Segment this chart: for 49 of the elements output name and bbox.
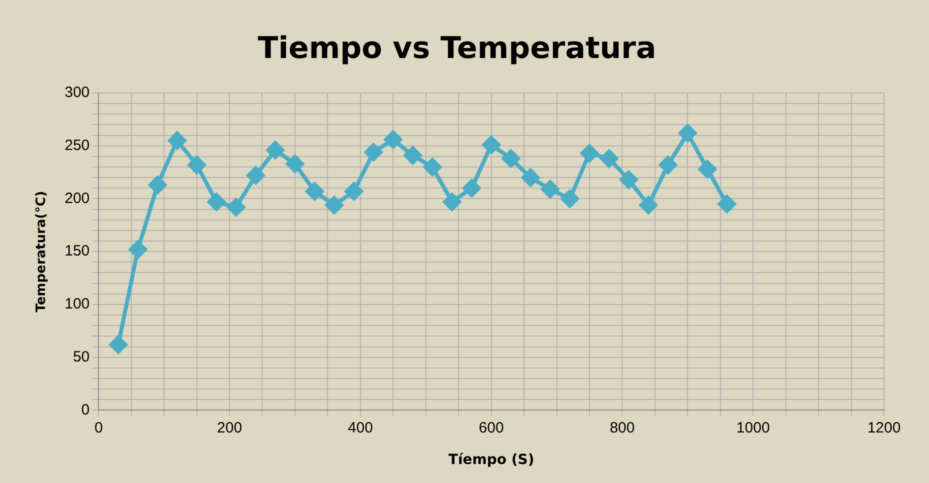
- point: [344, 182, 363, 200]
- x-tick-label: 200: [217, 419, 242, 436]
- point: [639, 196, 658, 214]
- point: [678, 124, 697, 142]
- point: [541, 180, 560, 198]
- point: [325, 196, 344, 214]
- point: [443, 192, 462, 211]
- x-tick-label: 800: [610, 419, 635, 436]
- x-tick-label: 1200: [867, 419, 901, 436]
- point: [286, 154, 304, 173]
- y-tick-label: 250: [64, 137, 90, 154]
- point: [423, 158, 442, 176]
- x-axis-title: Tíempo (S): [448, 452, 534, 468]
- point: [188, 156, 206, 174]
- x-tick-label: 600: [478, 419, 504, 436]
- x-tick-label: 0: [94, 419, 103, 436]
- y-tick-label: 150: [64, 242, 90, 260]
- point: [522, 168, 540, 187]
- point: [718, 195, 736, 214]
- point: [227, 198, 246, 216]
- point: [364, 143, 383, 162]
- point: [659, 156, 678, 174]
- point: [560, 190, 579, 208]
- y-tick-label: 200: [64, 190, 90, 207]
- point: [207, 192, 226, 211]
- point: [266, 141, 284, 160]
- point: [306, 182, 324, 200]
- point: [404, 146, 422, 164]
- point: [482, 136, 500, 154]
- point: [109, 336, 128, 354]
- point: [620, 170, 638, 189]
- y-tick-label: 100: [64, 296, 90, 313]
- point: [698, 160, 716, 178]
- point: [502, 150, 520, 168]
- y-tick-label: 0: [81, 401, 90, 418]
- chart-title: Tiempo vs Temperatura: [258, 30, 656, 66]
- y-tick-label: 300: [64, 84, 90, 102]
- y-tick-label: 50: [72, 348, 90, 366]
- point: [148, 176, 167, 194]
- x-tick-label: 400: [348, 419, 373, 436]
- point: [168, 132, 186, 150]
- point: [128, 240, 147, 258]
- point: [462, 179, 481, 198]
- point: [384, 130, 402, 149]
- point: [246, 166, 265, 184]
- point: [600, 150, 618, 168]
- x-tick-label: 1000: [736, 419, 770, 436]
- y-axis-title: Temperatura(°C): [34, 190, 50, 312]
- point: [580, 144, 598, 162]
